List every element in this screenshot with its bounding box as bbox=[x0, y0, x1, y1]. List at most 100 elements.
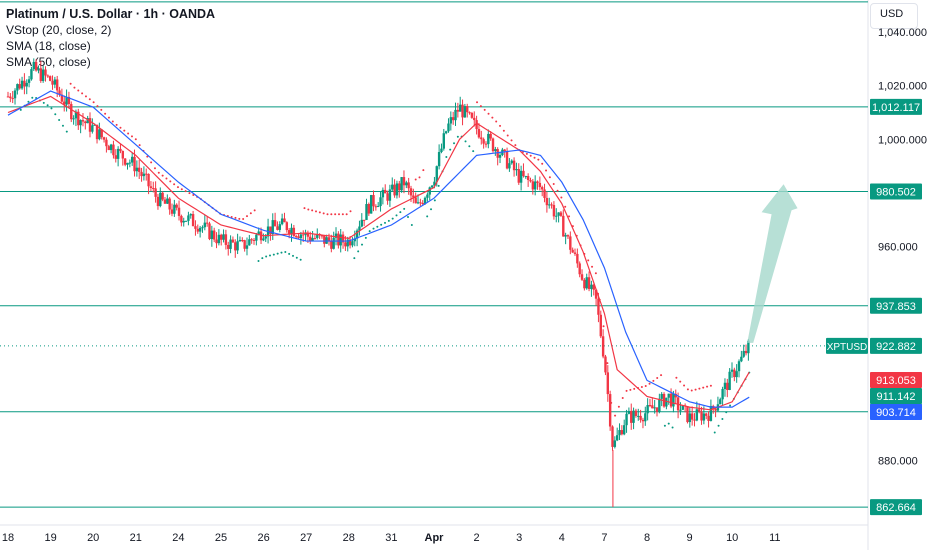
candle-body bbox=[489, 133, 492, 139]
candle-body bbox=[191, 214, 195, 227]
x-tick-label: 18 bbox=[2, 532, 14, 544]
vstop-dot bbox=[675, 376, 678, 379]
candle-body bbox=[695, 409, 699, 421]
vstop-dot bbox=[487, 112, 490, 115]
x-tick-label: 10 bbox=[726, 532, 738, 544]
y-tick-label: 1,000.000 bbox=[878, 134, 927, 146]
x-tick-label: 9 bbox=[687, 532, 693, 544]
vstop-dot bbox=[629, 388, 632, 391]
indicator-sma50[interactable]: SMA (50, close) bbox=[6, 55, 91, 69]
vstop-dot bbox=[495, 120, 498, 123]
vstop-dot bbox=[652, 379, 655, 382]
candle-body bbox=[625, 413, 628, 426]
candle-body bbox=[524, 176, 528, 178]
price-tag-label: 922.882 bbox=[876, 341, 916, 353]
candle-body bbox=[316, 233, 319, 238]
vstop-dot bbox=[245, 215, 248, 218]
vstop-dot bbox=[84, 95, 87, 98]
candle-body bbox=[344, 242, 347, 247]
candle-body bbox=[320, 235, 324, 237]
candle-body bbox=[613, 440, 617, 447]
vstop-dot bbox=[165, 177, 168, 180]
vstop-dot bbox=[77, 89, 80, 92]
vstop-dot bbox=[42, 101, 45, 104]
vstop-dot bbox=[127, 132, 130, 135]
candle-body bbox=[100, 129, 103, 138]
candle-body bbox=[728, 371, 731, 390]
vstop-dot bbox=[31, 96, 34, 99]
x-tick-label: 24 bbox=[172, 532, 184, 544]
vstop-dot bbox=[568, 215, 571, 218]
candle-body bbox=[285, 222, 289, 231]
candle-body bbox=[599, 314, 602, 337]
currency-selector[interactable] bbox=[870, 3, 918, 29]
candle-body bbox=[215, 239, 218, 244]
candle-body bbox=[306, 232, 310, 237]
vstop-dot bbox=[667, 422, 670, 425]
sma18-line[interactable] bbox=[7, 95, 750, 411]
candle-body bbox=[51, 80, 54, 85]
vstop-dot bbox=[314, 210, 317, 213]
candle-body bbox=[742, 350, 745, 357]
symbol-tag-label: XPTUSD bbox=[827, 342, 868, 353]
vstop-dot bbox=[614, 414, 617, 417]
vstop-dot bbox=[464, 140, 467, 143]
vstop-dot bbox=[150, 161, 153, 164]
projection-arrow[interactable] bbox=[747, 184, 798, 343]
symbol-tag bbox=[826, 337, 868, 354]
candle-body bbox=[123, 158, 127, 165]
candle-body bbox=[91, 125, 94, 132]
candle-body bbox=[372, 195, 375, 207]
candle-body bbox=[576, 253, 579, 264]
candle-body bbox=[437, 152, 441, 167]
vstop-dot bbox=[430, 208, 433, 211]
vstop-dot bbox=[384, 221, 387, 224]
vstop-dot bbox=[476, 101, 479, 104]
candle-body bbox=[648, 405, 652, 407]
sma50-line[interactable] bbox=[7, 90, 750, 408]
candle-body bbox=[37, 68, 40, 71]
indicator-vstop[interactable]: VStop (20, close, 2) bbox=[6, 23, 112, 37]
candle-body bbox=[250, 239, 253, 241]
candle-body bbox=[423, 197, 427, 204]
candle-body bbox=[555, 215, 558, 217]
candle-body bbox=[227, 244, 230, 249]
candle-body bbox=[346, 239, 349, 247]
candle-body bbox=[145, 173, 148, 175]
candle-body bbox=[512, 160, 516, 171]
chart-title[interactable]: Platinum / U.S. Dollar · 1h · OANDA bbox=[6, 7, 216, 21]
candle-body bbox=[419, 202, 422, 204]
candle-body bbox=[376, 206, 380, 208]
candle-body bbox=[46, 75, 50, 77]
candle-body bbox=[503, 149, 506, 151]
candle-body bbox=[236, 241, 239, 251]
vstop-dot bbox=[357, 250, 360, 253]
candle-body bbox=[138, 167, 141, 172]
candle-body bbox=[468, 112, 471, 114]
candle-body bbox=[435, 166, 438, 182]
price-tag-sma18 bbox=[870, 372, 922, 388]
candle-body bbox=[426, 194, 429, 198]
vstop-dot bbox=[621, 396, 624, 399]
vstop-dot bbox=[134, 138, 137, 141]
candle-body bbox=[578, 263, 581, 275]
candle-body bbox=[243, 240, 246, 249]
candle-body bbox=[98, 129, 101, 140]
vstop-dot bbox=[606, 362, 609, 365]
vstop-dot bbox=[702, 386, 705, 389]
vstop-dot bbox=[433, 199, 436, 202]
vstop-dot bbox=[679, 380, 682, 383]
indicator-sma18[interactable]: SMA (18, close) bbox=[6, 39, 91, 53]
candle-body bbox=[517, 169, 520, 183]
price-tag-symbol bbox=[870, 337, 922, 354]
candle-body bbox=[697, 409, 701, 412]
vstop-dot bbox=[545, 169, 548, 172]
candle-body bbox=[58, 90, 61, 95]
candle-body bbox=[409, 188, 413, 196]
vstop-dot bbox=[96, 105, 99, 108]
vstop-dot bbox=[318, 211, 321, 214]
candle-body bbox=[184, 220, 188, 222]
candle-body bbox=[351, 241, 354, 246]
vstop-dot bbox=[50, 107, 53, 110]
